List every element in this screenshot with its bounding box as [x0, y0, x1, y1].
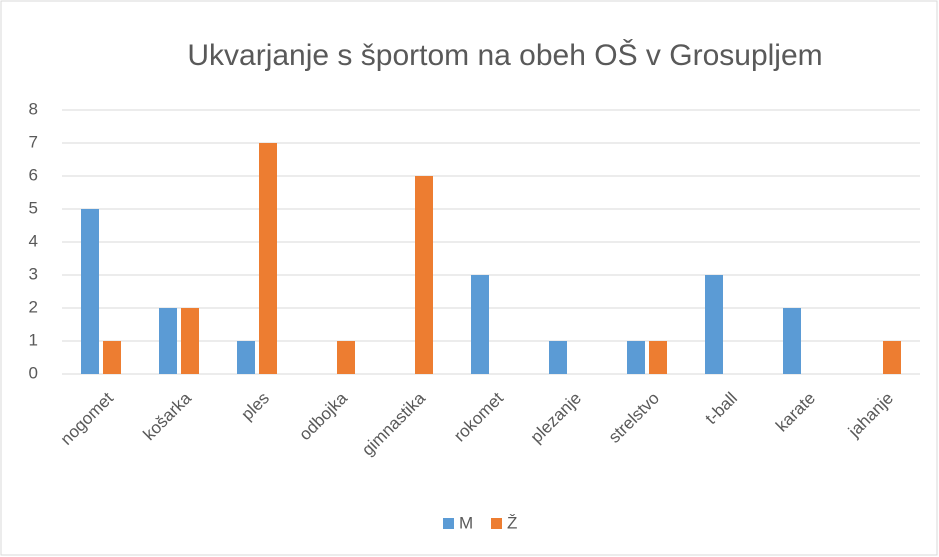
- bar: [549, 341, 567, 374]
- bar: [627, 341, 645, 374]
- chart-title: Ukvarjanje s športom na obeh OŠ v Grosup…: [187, 38, 822, 72]
- bar: [705, 275, 723, 374]
- y-tick-label: 1: [29, 330, 38, 349]
- bar: [159, 308, 177, 374]
- bar: [237, 341, 255, 374]
- y-tick-label: 7: [29, 132, 38, 151]
- bar: [103, 341, 121, 374]
- bar: [259, 143, 277, 374]
- legend-label: M: [459, 513, 473, 532]
- bar: [181, 308, 199, 374]
- y-tick-label: 5: [29, 198, 38, 217]
- y-tick-label: 4: [29, 231, 38, 250]
- bar: [783, 308, 801, 374]
- y-tick-label: 0: [29, 363, 38, 382]
- bar: [337, 341, 355, 374]
- legend-swatch: [443, 518, 454, 529]
- y-tick-label: 8: [29, 99, 38, 118]
- y-tick-label: 2: [29, 297, 38, 316]
- bar: [649, 341, 667, 374]
- bar: [415, 176, 433, 374]
- bar: [471, 275, 489, 374]
- y-tick-label: 6: [29, 165, 38, 184]
- legend-swatch: [491, 518, 502, 529]
- bar: [883, 341, 901, 374]
- bar: [81, 209, 99, 374]
- legend-label: Ž: [507, 513, 517, 532]
- y-tick-label: 3: [29, 264, 38, 283]
